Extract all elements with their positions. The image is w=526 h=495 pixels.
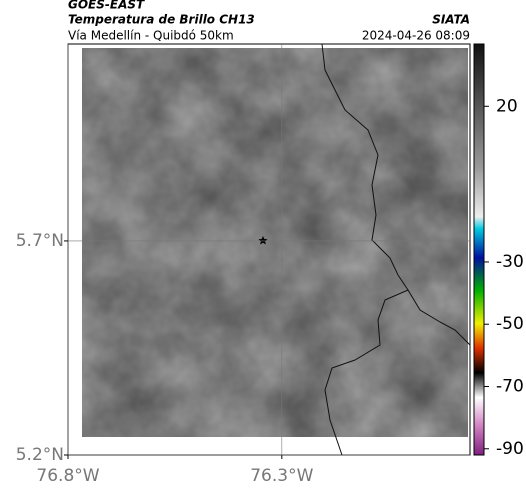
route: Vía Medellín - Quibdó 50km <box>68 29 234 43</box>
x-tick-label: 76.3°W <box>250 466 313 486</box>
colorbar-tick-label: 20 <box>496 96 518 116</box>
colorbar-tick-label: -70 <box>496 377 524 397</box>
subtitle: Temperatura de Brillo CH13 <box>68 13 255 27</box>
x-tick-label: 76.8°W <box>36 466 99 486</box>
border-line <box>407 289 470 346</box>
colorbar-tick-label: -90 <box>496 439 524 459</box>
y-tick-label: 5.7°N <box>16 231 64 251</box>
colorbar-tick-label: -30 <box>496 252 524 272</box>
timestamp: 2024-04-26 08:09 <box>362 29 470 43</box>
colorbar <box>473 43 485 456</box>
colorbar-tick-label: -50 <box>496 314 524 334</box>
map <box>82 44 470 455</box>
title: GOES-EAST <box>68 0 145 12</box>
cloud-texture <box>82 48 468 437</box>
source: SIATA <box>432 13 470 27</box>
y-tick-label: 5.2°N <box>16 445 64 465</box>
location-marker <box>258 236 268 245</box>
border-line <box>321 44 409 455</box>
